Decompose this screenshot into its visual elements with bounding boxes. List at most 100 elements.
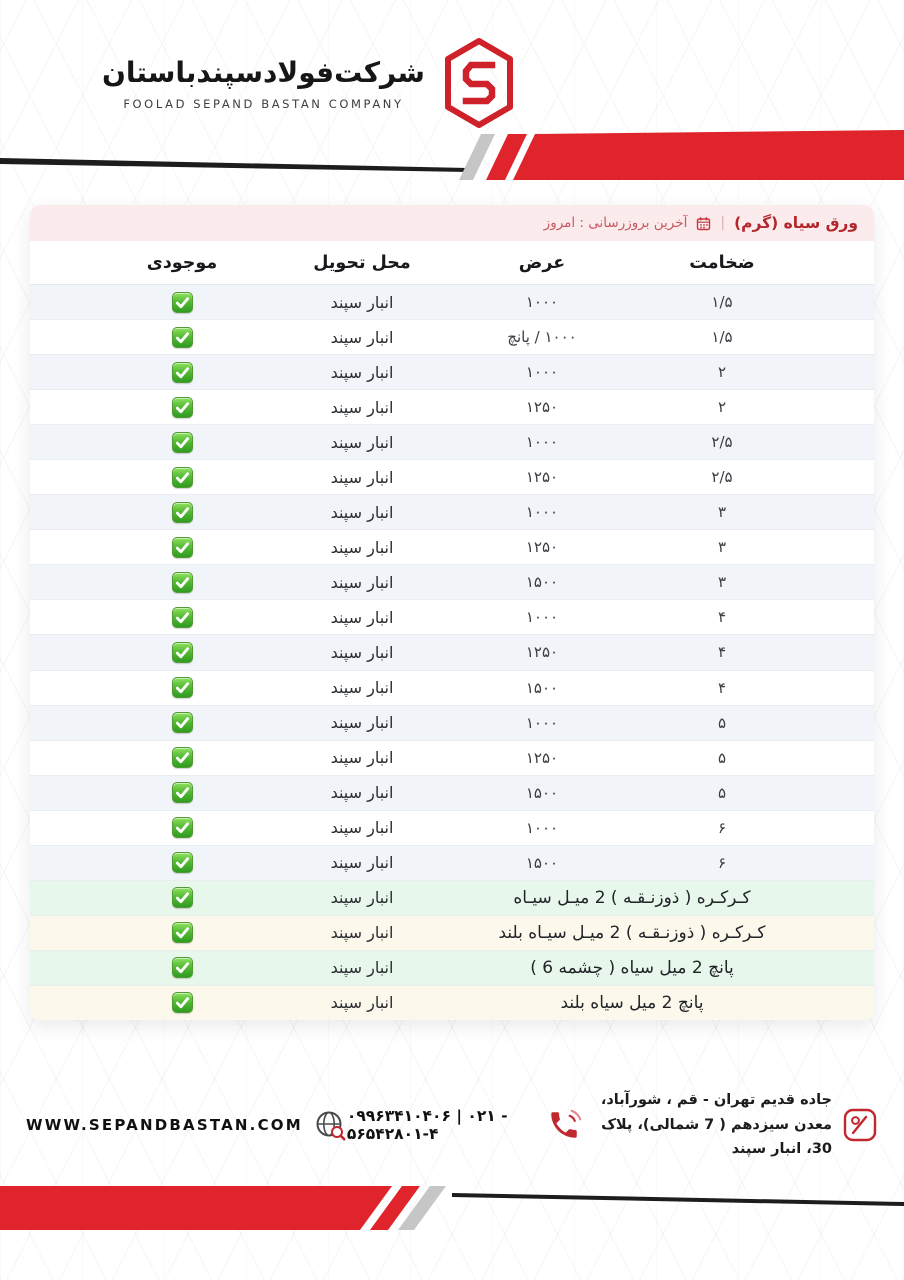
thickness-cell: ۲ [717,398,727,417]
stock-cell [92,992,272,1014]
delivery-cell: انبار سپند [330,818,394,838]
table-row: ۶ ۱۵۰۰ انبار سپند [30,844,874,880]
footer-contacts: WWW.SEPANDBASTAN.COM ۰۹۹۶۳۴۱۰۴۰۶ | ۰۲۱ -… [0,1088,904,1162]
stock-cell [92,782,272,804]
table-row: ۵ ۱۵۰۰ انبار سپند [30,774,874,810]
in-stock-check-icon [171,501,193,523]
stock-cell [92,887,272,909]
column-header-width: عرض [518,252,566,273]
in-stock-check-icon [171,606,193,628]
width-cell: ۱۲۵۰ [525,398,559,417]
delivery-cell: انبار سپند [330,642,394,662]
width-cell: ۱۰۰۰ [525,363,559,382]
width-cell: ۱۲۵۰ [525,538,559,557]
stock-cell [92,571,272,593]
in-stock-check-icon [171,571,193,593]
stock-cell [92,501,272,523]
column-header-delivery: محل تحویل [313,252,411,273]
in-stock-check-icon [171,396,193,418]
table-row: پانچ 2 میل سیاه بلند انبار سپند [30,984,874,1020]
in-stock-check-icon [171,641,193,663]
table-row: ۱/۵ ۱۰۰۰ انبار سپند [30,285,874,320]
stock-cell [92,817,272,839]
stock-cell [92,606,272,628]
stock-cell [92,326,272,348]
delivery-cell: انبار سپند [330,958,394,978]
delivery-cell: انبار سپند [330,292,394,312]
width-cell: ۱۲۵۰ [525,468,559,487]
thickness-cell: ۳ [717,538,727,557]
in-stock-check-icon [171,361,193,383]
table-body: ۱/۵ ۱۰۰۰ انبار سپند ۱/۵ ۱۰۰۰ / پانچ انبار سپن… [30,285,874,1020]
phone-block: ۰۹۹۶۳۴۱۰۴۰۶ | ۰۲۱ - ۵۶۵۴۲۸۰۱-۴ [346,1107,582,1143]
stock-cell [92,712,272,734]
company-name-en: FOOLAD SEPAND BASTAN COMPANY [123,96,404,111]
table-header-row: ضخامت عرض محل تحویل موجودی [30,241,874,285]
delivery-cell: انبار سپند [330,362,394,382]
delivery-cell: انبار سپند [330,432,394,452]
company-logo [444,38,513,128]
in-stock-check-icon [171,992,193,1014]
in-stock-check-icon [171,712,193,734]
header-ribbon [0,130,904,180]
delivery-cell: انبار سپند [330,678,394,698]
delivery-cell: انبار سپند [330,397,394,417]
stock-cell [92,957,272,979]
address-text: جاده قدیم تهران - قم ، شورآباد، معدن سیز… [581,1088,832,1162]
stock-cell [92,747,272,769]
phone-numbers: ۰۹۹۶۳۴۱۰۴۰۶ | ۰۲۱ - ۵۶۵۴۲۸۰۱-۴ [346,1107,508,1143]
table-row: ۲ ۱۲۵۰ انبار سپند [30,389,874,425]
table-row: ۳ ۱۵۰۰ انبار سپند [30,564,874,600]
table-row: ۵ ۱۰۰۰ انبار سپند [30,704,874,740]
website-link[interactable]: WWW.SEPANDBASTAN.COM [26,1116,303,1134]
width-cell: ۱۵۰۰ [525,573,559,592]
delivery-cell: انبار سپند [330,993,394,1013]
in-stock-check-icon [171,817,193,839]
table-row: ۴ ۱۲۵۰ انبار سپند [30,634,874,670]
in-stock-check-icon [171,887,193,909]
last-update-label: آخرین بروزرسانی : امروز [543,215,688,231]
table-row: ۵ ۱۲۵۰ انبار سپند [30,739,874,775]
width-cell: ۱۰۰۰ [525,433,559,452]
thickness-cell: ۵ [717,748,727,767]
thickness-cell: ۲ [717,363,727,382]
table-row: ۲ ۱۰۰۰ انبار سپند [30,354,874,390]
thickness-cell: ۳ [717,573,727,592]
delivery-cell: انبار سپند [330,783,394,803]
thickness-cell: ۶ [717,853,727,872]
table-row: ۴ ۱۵۰۰ انبار سپند [30,669,874,705]
width-cell: ۱۰۰۰ [525,503,559,522]
stock-cell [92,466,272,488]
in-stock-check-icon [171,466,193,488]
stock-cell [92,852,272,874]
in-stock-check-icon [171,536,193,558]
table-row: کـرکـره ( ذوزنـقـه ) 2 میـل سیـاه انبار س… [30,879,874,915]
table-row: ۲/۵ ۱۲۵۰ انبار سپند [30,459,874,495]
product-name-cell: کـرکـره ( ذوزنـقـه ) 2 میـل سیـاه [513,887,751,908]
in-stock-check-icon [171,747,193,769]
location-icon [843,1108,877,1142]
company-name-fa: شرکت‌فولادسپندباستان [102,55,425,89]
table-title: ورق سیاه (گرم) [734,214,858,232]
width-cell: ۱۰۰۰ [525,818,559,837]
thickness-cell: ۴ [717,608,727,627]
stock-cell [92,677,272,699]
thickness-cell: ۲/۵ [711,468,733,487]
delivery-cell: انبار سپند [330,327,394,347]
product-name-cell: پانچ 2 میل سیاه ( چشمه 6 ) [530,957,734,978]
address-block: جاده قدیم تهران - قم ، شورآباد، معدن سیز… [581,1088,878,1162]
stock-cell [92,396,272,418]
stock-cell [92,431,272,453]
table-row: ۴ ۱۰۰۰ انبار سپند [30,599,874,635]
delivery-cell: انبار سپند [330,572,394,592]
delivery-cell: انبار سپند [330,467,394,487]
delivery-cell: انبار سپند [330,502,394,522]
delivery-cell: انبار سپند [330,713,394,733]
table-row: ۶ ۱۰۰۰ انبار سپند [30,809,874,845]
brand-text-block: شرکت‌فولادسپندباستان FOOLAD SEPAND BASTA… [102,56,425,111]
width-cell: ۱۲۵۰ [525,643,559,662]
width-cell: ۱۰۰۰ [525,293,559,312]
thickness-cell: ۱/۵ [711,328,733,347]
table-row: ۱/۵ ۱۰۰۰ / پانچ انبار سپند [30,319,874,355]
thickness-cell: ۲/۵ [711,433,733,452]
